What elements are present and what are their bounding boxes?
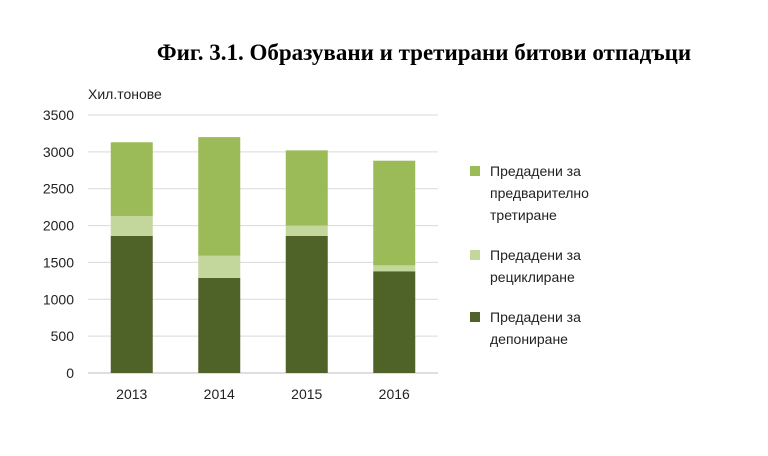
legend-swatch-recycling	[470, 250, 480, 260]
legend-label-line: Предадени за	[490, 309, 581, 325]
legend-swatch-pretreatment	[470, 166, 480, 176]
legend-item-pretreatment: Предадени за предварително третиране	[470, 160, 640, 226]
y-tick-label: 1000	[43, 291, 74, 307]
y-tick-label: 500	[51, 328, 75, 344]
legend-label-line: предварително	[490, 185, 589, 201]
legend-label-line: третиране	[490, 207, 557, 223]
legend: Предадени за предварително третиране Пре…	[470, 160, 640, 368]
x-tick-label: 2014	[204, 386, 235, 402]
legend-label-line: Предадени за	[490, 247, 581, 263]
legend-item-recycling: Предадени за рециклиране	[470, 244, 640, 288]
x-tick-label: 2013	[116, 386, 147, 402]
bar-segment-0	[373, 271, 416, 373]
y-axis-label: Хил.тонове	[88, 86, 162, 102]
legend-label-line: депониране	[490, 331, 568, 347]
bar-segment-1	[285, 225, 328, 236]
y-tick-label: 2000	[43, 218, 74, 234]
bar-segment-2	[110, 142, 153, 216]
bar-segment-0	[198, 277, 241, 373]
legend-item-landfill: Предадени за депониране	[470, 306, 640, 350]
bar-segment-0	[285, 235, 328, 373]
y-tick-label: 0	[66, 365, 74, 381]
y-tick-label: 2500	[43, 181, 74, 197]
legend-swatch-landfill	[470, 312, 480, 322]
legend-label-line: Предадени за	[490, 163, 581, 179]
bar-segment-2	[285, 150, 328, 226]
y-tick-label: 3000	[43, 144, 74, 160]
y-tick-label: 1500	[43, 254, 74, 270]
bar-segment-0	[110, 235, 153, 373]
bar-segment-2	[198, 137, 241, 256]
y-tick-label: 3500	[43, 107, 74, 123]
chart-title: Фиг. 3.1. Образувани и третирани битови …	[156, 40, 692, 65]
bar-segment-1	[110, 215, 153, 236]
bar-segment-2	[373, 160, 416, 266]
bar-segment-1	[373, 265, 416, 272]
x-tick-label: 2015	[291, 386, 322, 402]
x-tick-label: 2016	[379, 386, 410, 402]
bar-segment-1	[198, 255, 241, 278]
legend-label-line: рециклиране	[490, 269, 575, 285]
